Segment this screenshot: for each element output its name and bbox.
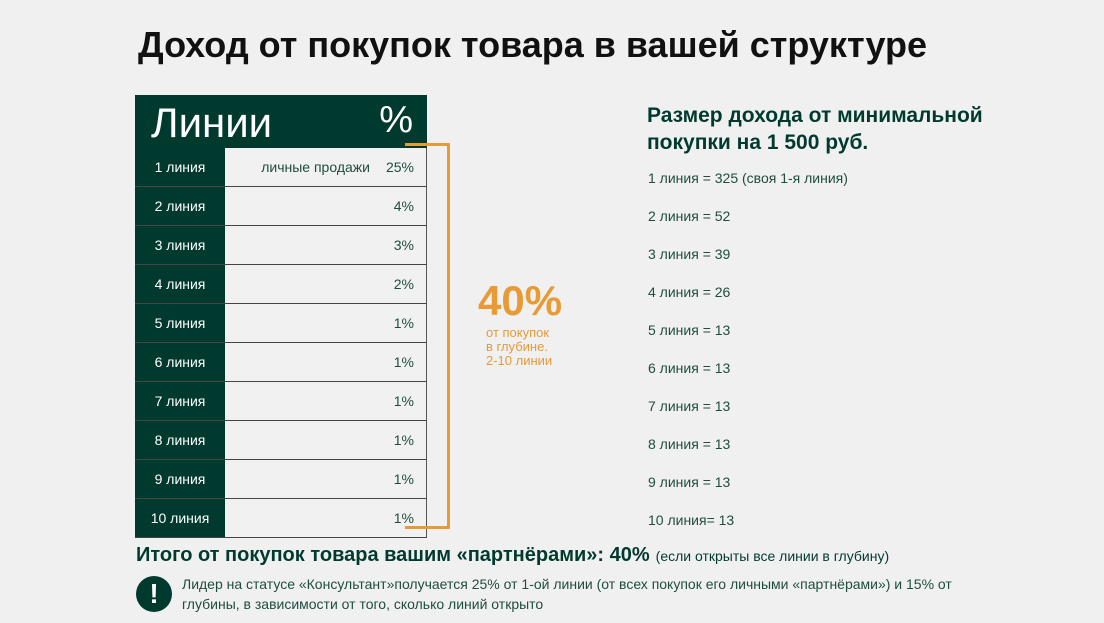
line-percent: 1%: [393, 471, 414, 487]
table-row: 3 линия 3%: [135, 226, 427, 265]
header-percent: %: [379, 99, 413, 141]
income-item: 3 линия = 39: [648, 246, 731, 262]
table-row: 7 линия 1%: [135, 382, 427, 421]
table-row: 1 линия личные продажи 25%: [135, 148, 427, 187]
line-value: 1%: [225, 343, 427, 381]
line-label: 6 линия: [135, 343, 225, 381]
line-value: 1%: [225, 382, 427, 420]
line-value: 4%: [225, 187, 427, 225]
total-line: Итого от покупок товара вашим «партнёрам…: [136, 544, 889, 567]
table-row: 6 линия 1%: [135, 343, 427, 382]
total-note: (если открыты все линии в глубину): [655, 548, 890, 564]
line-value: 1%: [225, 304, 427, 342]
depth-caption-line: от покупок: [486, 325, 550, 340]
line-value: 1%: [225, 421, 427, 459]
income-item: 10 линия= 13: [648, 512, 735, 528]
line-value: 3%: [225, 226, 427, 264]
line-percent: 1%: [393, 432, 414, 448]
table-row: 4 линия 2%: [135, 265, 427, 304]
income-item: 5 линия = 13: [648, 322, 731, 338]
line-value: 1%: [225, 499, 427, 537]
line-label: 7 линия: [135, 382, 225, 420]
depth-percent: 40%: [478, 277, 563, 324]
income-title: Размер дохода от минимальной покупки на …: [647, 102, 983, 156]
warning-text: Лидер на статусе «Консультант»получается…: [182, 576, 952, 612]
depth-bracket: [405, 143, 450, 529]
line-percent: 4%: [393, 198, 414, 214]
income-item: 7 линия = 13: [648, 398, 731, 414]
income-title-line: покупки на 1 500 руб.: [647, 131, 869, 154]
table-row: 8 линия 1%: [135, 421, 427, 460]
depth-caption-line: в глубине.: [486, 339, 548, 354]
line-label: 5 линия: [135, 304, 225, 342]
depth-caption-line: 2-10 линии: [486, 353, 553, 368]
income-item: 4 линия = 26: [648, 284, 731, 300]
line-percent: 1%: [393, 510, 414, 526]
line-value: 1%: [225, 460, 427, 498]
lines-table: Линии % 1 линия личные продажи 25% 2 линия 4…: [135, 95, 427, 538]
table-row: 2 линия 4%: [135, 187, 427, 226]
income-item: 2 линия = 52: [648, 208, 731, 224]
page-title: Доход от покупок товара в вашей структур…: [138, 24, 928, 65]
income-title-line: Размер дохода от минимальной: [647, 104, 983, 127]
line-percent: 1%: [393, 354, 414, 370]
line-label: 2 линия: [135, 187, 225, 225]
table-row: 10 линия 1%: [135, 499, 427, 538]
table-header: Линии %: [135, 95, 427, 148]
table-row: 5 линия 1%: [135, 304, 427, 343]
line-label: 4 линия: [135, 265, 225, 303]
total-text: Итого от покупок товара вашим «партнёрам…: [136, 544, 650, 566]
line-value: личные продажи 25%: [225, 148, 427, 186]
line-percent: 25%: [385, 159, 414, 175]
line-label: 1 линия: [135, 148, 225, 186]
line-value: 2%: [225, 265, 427, 303]
line-note: личные продажи: [261, 159, 370, 175]
income-item: 9 линия = 13: [648, 474, 731, 490]
line-label: 9 линия: [135, 460, 225, 498]
income-item: 8 линия = 13: [648, 436, 731, 452]
line-label: 10 линия: [135, 499, 225, 537]
exclamation-icon: !: [136, 576, 172, 612]
income-item: 1 линия = 325 (своя 1-я линия): [648, 170, 848, 186]
header-lines: Линии: [151, 99, 273, 146]
line-percent: 2%: [393, 276, 414, 292]
line-percent: 3%: [393, 237, 414, 253]
income-item: 6 линия = 13: [648, 360, 731, 376]
line-percent: 1%: [393, 315, 414, 331]
line-percent: 1%: [393, 393, 414, 409]
table-row: 9 линия 1%: [135, 460, 427, 499]
depth-caption: от покупок в глубине. 2-10 линии: [486, 326, 552, 368]
line-label: 8 линия: [135, 421, 225, 459]
line-label: 3 линия: [135, 226, 225, 264]
